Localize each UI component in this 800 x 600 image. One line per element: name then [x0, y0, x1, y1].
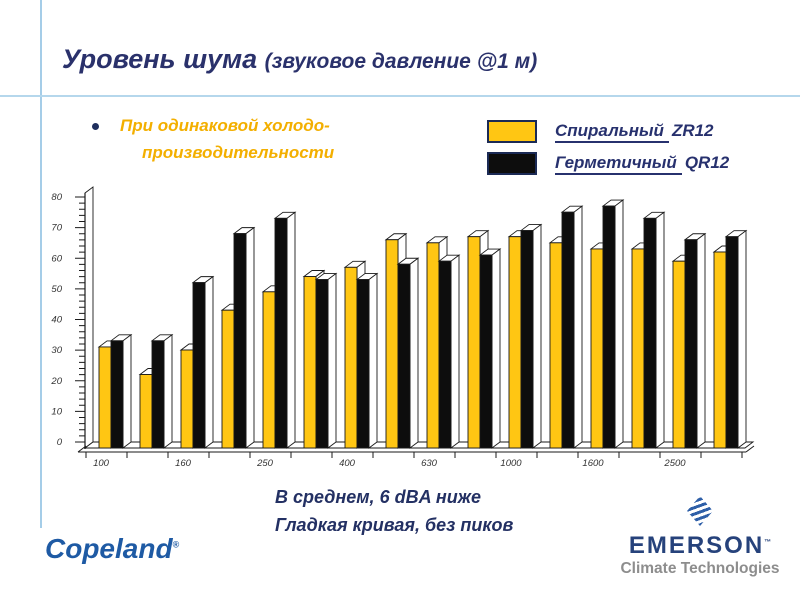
bar-side-face [737, 229, 747, 449]
legend: Спиральный ZR12 Герметичный QR12 [487, 120, 729, 184]
bar-side-face [327, 272, 337, 449]
bar-side-face [204, 275, 214, 449]
y-tick-label: 70 [51, 223, 62, 234]
bar-qr12-100 [110, 340, 124, 449]
bar-zr12-1600 [590, 248, 604, 449]
note-line-2: Гладкая кривая, без пиков [275, 515, 514, 535]
vertical-accent-line [40, 0, 42, 528]
bar-qr12-1250 [561, 211, 575, 449]
bullet-line-2: производительности [142, 143, 335, 162]
bar-zr12-500 [385, 239, 399, 449]
bullet-icon [92, 123, 99, 130]
bar-zr12-315 [303, 276, 317, 449]
bar-qr12-1600 [602, 205, 616, 449]
y-tick-label: 0 [57, 437, 63, 448]
bar-qr12-160 [192, 282, 206, 449]
note-line-1: В среднем, 6 dBA ниже [275, 487, 482, 507]
y-tick-label: 30 [51, 345, 62, 356]
bar-side-face [368, 272, 378, 449]
bar-side-face [696, 232, 706, 449]
legend-label-qr12: Герметичный QR12 [555, 153, 729, 175]
x-tick-label: 160 [175, 458, 192, 469]
x-tick-label: 1600 [582, 458, 604, 469]
bar-zr12-630 [426, 242, 440, 449]
bar-qr12-2500 [684, 239, 698, 449]
emerson-subtitle: Climate Technologies [620, 560, 780, 577]
conclusion-notes: В среднем, 6 dBA ниже Гладкая кривая, бе… [275, 483, 513, 539]
y-tick-label: 40 [51, 315, 62, 326]
x-tick-label: 2500 [663, 458, 686, 469]
emerson-wordmark: EMERSON™ [628, 532, 772, 559]
x-tick-label: 250 [256, 458, 274, 469]
bar-side-face [163, 333, 173, 449]
bar-qr12-1000 [520, 230, 534, 449]
bar-side-face [655, 211, 665, 449]
bar-zr12-400 [344, 266, 358, 449]
bar-side-face [573, 205, 583, 449]
bar-qr12-2000 [643, 217, 657, 449]
title-main: Уровень шума [62, 44, 265, 74]
bar-side-face [614, 199, 624, 449]
bar-side-face [450, 254, 460, 449]
y-tick-label: 80 [51, 192, 62, 203]
horizontal-accent-line [0, 95, 800, 97]
x-axis-right-slant [745, 445, 755, 453]
bar-qr12-315 [315, 279, 329, 449]
bar-zr12-200 [221, 309, 235, 449]
bar-qr12-800 [479, 254, 493, 449]
copeland-logo: Copeland® [45, 533, 180, 564]
page-title: Уровень шума (звуковое давление @1 м) [62, 44, 537, 75]
bar-zr12-3150 [713, 251, 727, 449]
x-tick-label: 400 [339, 458, 356, 469]
bar-zr12-800 [467, 236, 481, 449]
emerson-logo: EMERSON™ Climate Technologies [620, 496, 780, 578]
legend-item-qr12: Герметичный QR12 [487, 152, 729, 175]
bar-side-face [245, 226, 255, 449]
bar-zr12-1250 [549, 242, 563, 449]
bar-side-face [491, 248, 501, 449]
bar-qr12-250 [274, 217, 288, 449]
bar-zr12-160 [180, 349, 194, 449]
y-tick-label: 50 [51, 284, 62, 295]
bar-qr12-400 [356, 279, 370, 449]
bar-qr12-200 [233, 233, 247, 449]
legend-swatch-black-icon [487, 152, 537, 175]
bar-zr12-1000 [508, 236, 522, 449]
legend-swatch-yellow-icon [487, 120, 537, 143]
y-tick-label: 10 [51, 406, 62, 417]
bar-zr12-100 [98, 346, 112, 449]
bar-zr12-250 [262, 291, 276, 449]
bullet-line-1: При одинаковой холодо- [120, 116, 330, 135]
x-axis-left-slant [77, 445, 87, 453]
bar-qr12-500 [397, 263, 411, 449]
bar-qr12-630 [438, 260, 452, 449]
bar-side-face [532, 223, 542, 449]
bar-zr12-2000 [631, 248, 645, 449]
legend-label-zr12: Спиральный ZR12 [555, 121, 714, 143]
emerson-diamond-icon [687, 496, 713, 526]
bar-side-face [122, 333, 132, 449]
trademark-mark: ™ [764, 539, 772, 546]
registered-mark: ® [172, 539, 180, 550]
y-tick-label: 20 [50, 376, 62, 387]
y-tick-label: 60 [51, 253, 62, 264]
x-tick-label: 100 [93, 458, 110, 469]
bar-qr12-3150 [725, 236, 739, 449]
title-sub: (звуковое давление @1 м) [264, 50, 538, 73]
bar-side-face [409, 257, 419, 449]
axis-wall [84, 186, 94, 449]
bar-qr12-125 [151, 340, 165, 449]
legend-item-zr12: Спиральный ZR12 [487, 120, 729, 143]
bar-zr12-2500 [672, 260, 686, 449]
x-tick-label: 630 [421, 458, 438, 469]
bar-zr12-125 [139, 374, 153, 449]
x-tick-label: 1000 [500, 458, 522, 469]
bar-side-face [286, 211, 296, 449]
bullet-item: При одинаковой холодо- производительност… [92, 112, 334, 166]
